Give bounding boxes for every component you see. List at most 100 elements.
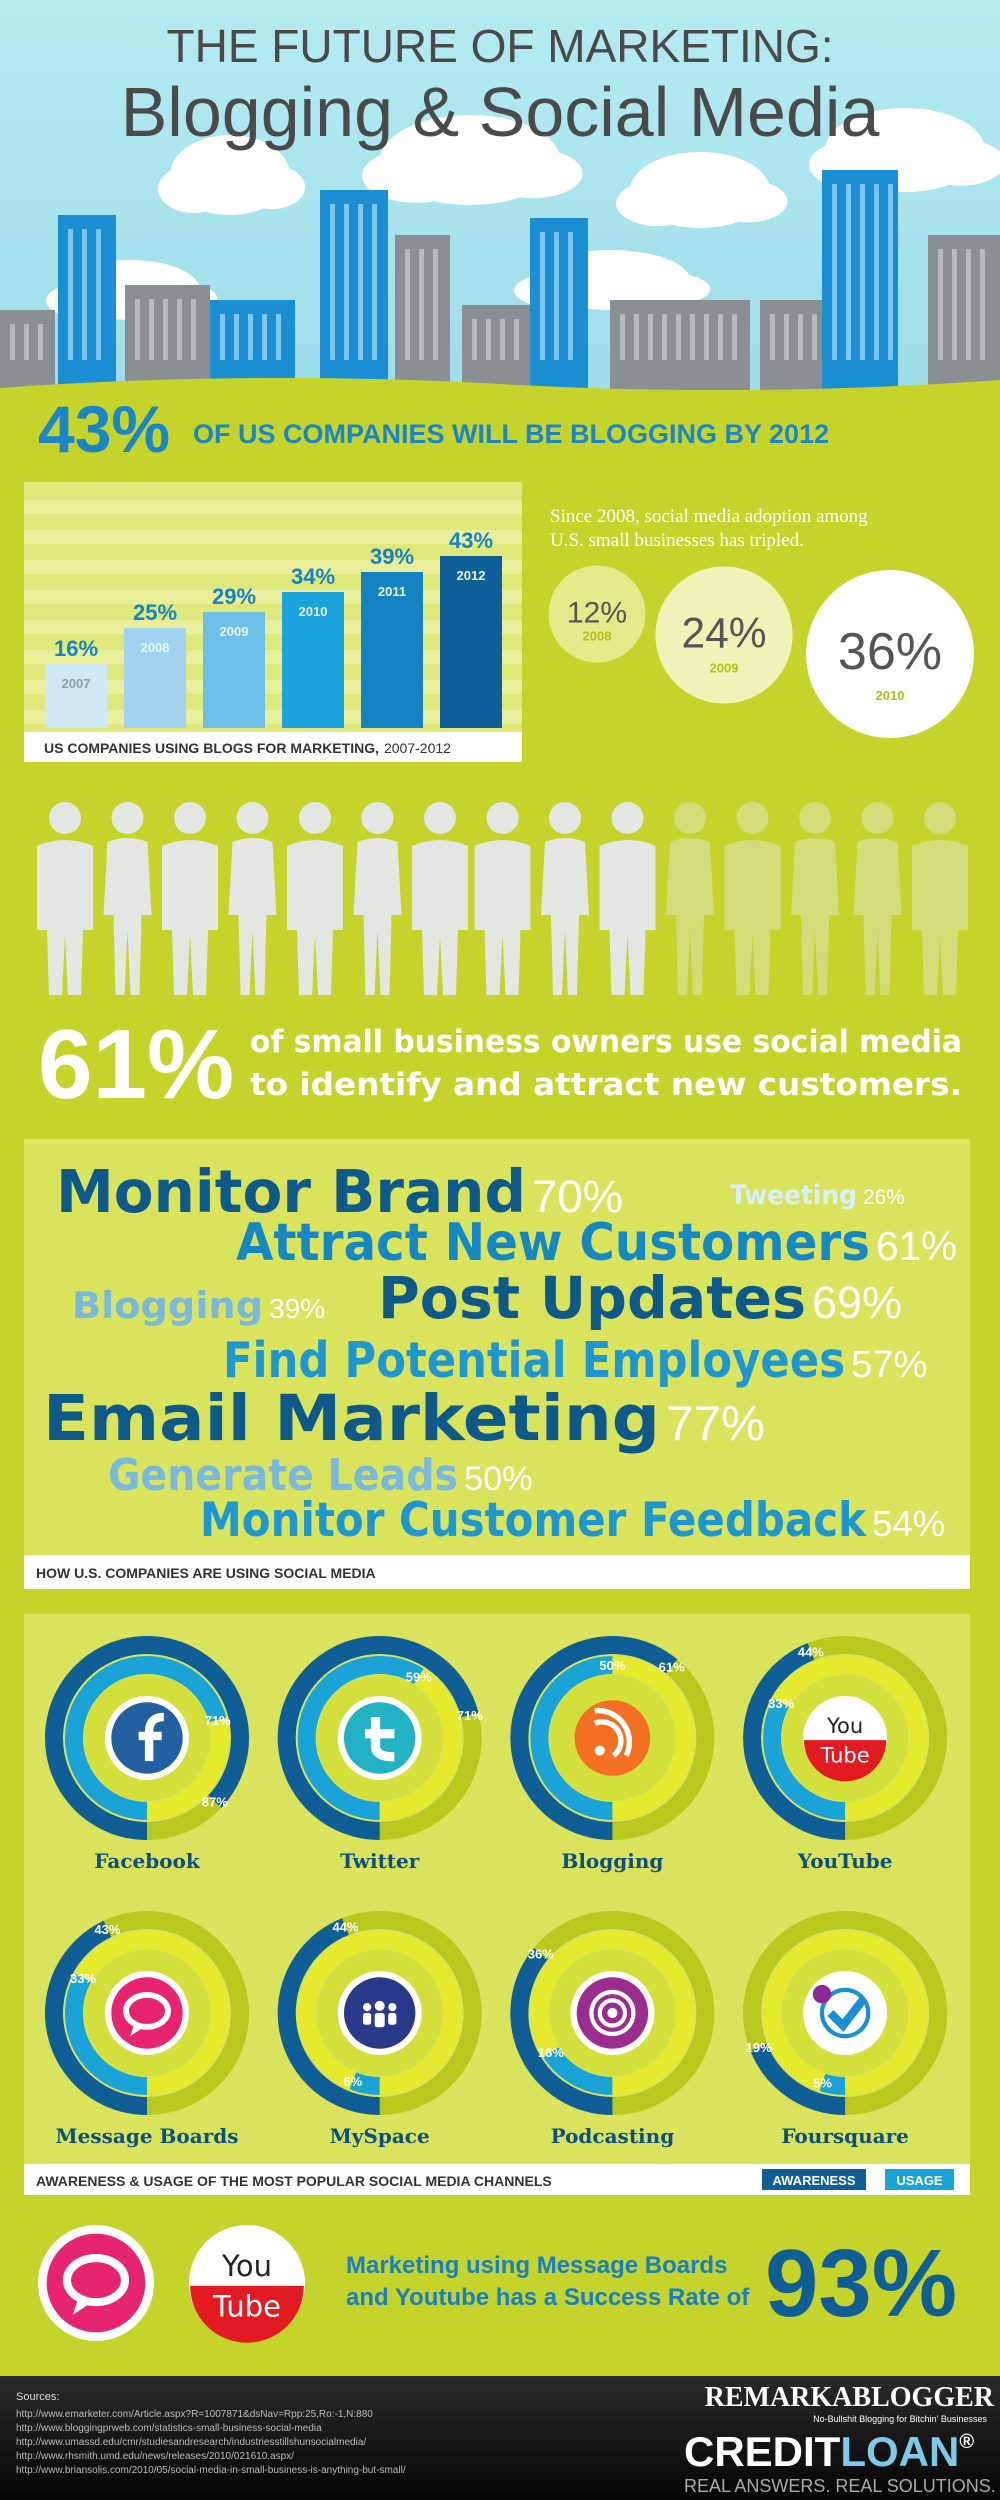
word-value-label: 54% xyxy=(872,1503,945,1544)
pictogram-value: 61% xyxy=(38,1009,234,1119)
logo-text: You xyxy=(826,1714,863,1738)
building-window xyxy=(177,299,182,360)
building-window xyxy=(952,249,957,360)
donut-value-label: 50% xyxy=(599,1658,625,1673)
donut-category-label: Foursquare xyxy=(781,2124,909,2148)
conclusion-text: Marketing using Message Boards xyxy=(346,2252,727,2279)
building-window xyxy=(276,314,281,360)
icon xyxy=(574,1700,651,1776)
icon-glyph xyxy=(812,1984,832,2004)
person-head xyxy=(361,802,394,834)
legend-label: USAGE xyxy=(896,2173,943,2188)
legend-swatch xyxy=(885,2169,954,2190)
panel-stripe xyxy=(24,530,522,544)
cloud xyxy=(158,165,230,213)
word: Generate Leads xyxy=(108,1450,458,1501)
bubble-year-label: 2009 xyxy=(710,661,739,676)
building-window xyxy=(163,299,168,360)
building-window xyxy=(149,299,154,360)
donut-category-label: MySpace xyxy=(330,2124,430,2148)
person-head xyxy=(424,802,456,834)
building-window xyxy=(220,314,225,360)
building-window xyxy=(248,314,253,360)
building-window xyxy=(718,314,723,360)
bar xyxy=(203,612,265,728)
source-link: http://www.umassd.edu/cmr/studiesandrese… xyxy=(16,2437,366,2448)
donut-arc xyxy=(743,1643,846,1840)
icon xyxy=(105,1971,189,2055)
donut-value-label: 36% xyxy=(528,1947,554,1962)
icon-glyph xyxy=(130,2023,145,2037)
icon-glyph xyxy=(388,2013,397,2025)
word: Monitor Brand xyxy=(56,1158,526,1226)
person-icon xyxy=(37,802,93,995)
person-body xyxy=(912,840,968,995)
word-value-label: 70% xyxy=(532,1171,623,1222)
chart-panel xyxy=(24,1139,970,1589)
donut-arc xyxy=(349,2072,381,2095)
conclusion-text: and Youtube has a Success Rate of xyxy=(346,2284,750,2311)
building-window xyxy=(784,314,789,360)
building-window xyxy=(330,204,335,360)
icon xyxy=(803,1971,888,2055)
bubble-value-label: 24% xyxy=(681,610,766,657)
person-icon xyxy=(724,802,781,995)
person-icon xyxy=(791,802,839,995)
building-window xyxy=(82,229,87,360)
person-body xyxy=(666,838,714,995)
building-window xyxy=(486,319,491,360)
footer-band xyxy=(0,2376,1000,2500)
bar-value-label: 29% xyxy=(212,584,256,609)
building-window xyxy=(846,184,851,360)
person-head xyxy=(611,802,644,834)
building-window xyxy=(554,232,559,360)
building-window xyxy=(690,314,695,360)
donut-arc xyxy=(277,1636,479,1840)
bubble-note: Since 2008, social media adoption among xyxy=(550,506,868,527)
building-window xyxy=(68,229,73,360)
donut-arc xyxy=(65,1973,148,2095)
icon xyxy=(38,2225,154,2341)
donut-category-label: Blogging xyxy=(561,1849,663,1873)
building-window xyxy=(96,229,101,360)
icon: You Tube xyxy=(189,2225,305,2343)
logo-text: Tube xyxy=(212,2290,281,2324)
donut-value-label: 44% xyxy=(332,1920,358,1935)
building-window xyxy=(472,319,477,360)
icon-glyph xyxy=(190,2285,304,2343)
building-window xyxy=(812,314,817,360)
person-body xyxy=(162,840,218,995)
person-head xyxy=(674,802,706,834)
building-window xyxy=(135,299,140,360)
donut-value-label: 44% xyxy=(798,1645,824,1660)
person-body xyxy=(412,840,468,995)
donut-arc xyxy=(277,1918,380,2115)
person-body xyxy=(37,840,93,995)
donut-arc xyxy=(45,1636,249,1840)
person-head xyxy=(924,802,956,834)
subtitle: Blogging & Social Media xyxy=(121,73,880,151)
skyline xyxy=(0,108,1000,400)
person-icon xyxy=(412,802,468,995)
cloud xyxy=(362,148,470,203)
ground xyxy=(0,377,1000,400)
word-value-label: 57% xyxy=(851,1343,928,1386)
caption-band xyxy=(24,1555,970,1589)
brand-logo-part: CREDIT xyxy=(684,2428,841,2475)
building-window xyxy=(514,319,519,360)
donut-value-label: 71% xyxy=(205,1713,231,1728)
brand-logo: CREDITLOAN® xyxy=(684,2428,974,2475)
brand-tagline: No-Bullshit Blogging for Bitchin' Busine… xyxy=(813,2414,987,2424)
word: Find Potential Employees xyxy=(223,1331,845,1389)
bar-category-label: 2012 xyxy=(457,568,486,583)
bar-value-label: 34% xyxy=(291,564,335,589)
icon-glyph xyxy=(123,1992,171,2030)
chart-caption: US COMPANIES USING BLOGS FOR MARKETING, xyxy=(44,740,379,756)
donut-value-label: 16% xyxy=(538,2045,564,2060)
brand-logo-part: LOAN xyxy=(840,2428,959,2475)
bar-value-label: 39% xyxy=(370,544,414,569)
icon-disc xyxy=(111,1977,183,2049)
person-head xyxy=(799,802,831,834)
